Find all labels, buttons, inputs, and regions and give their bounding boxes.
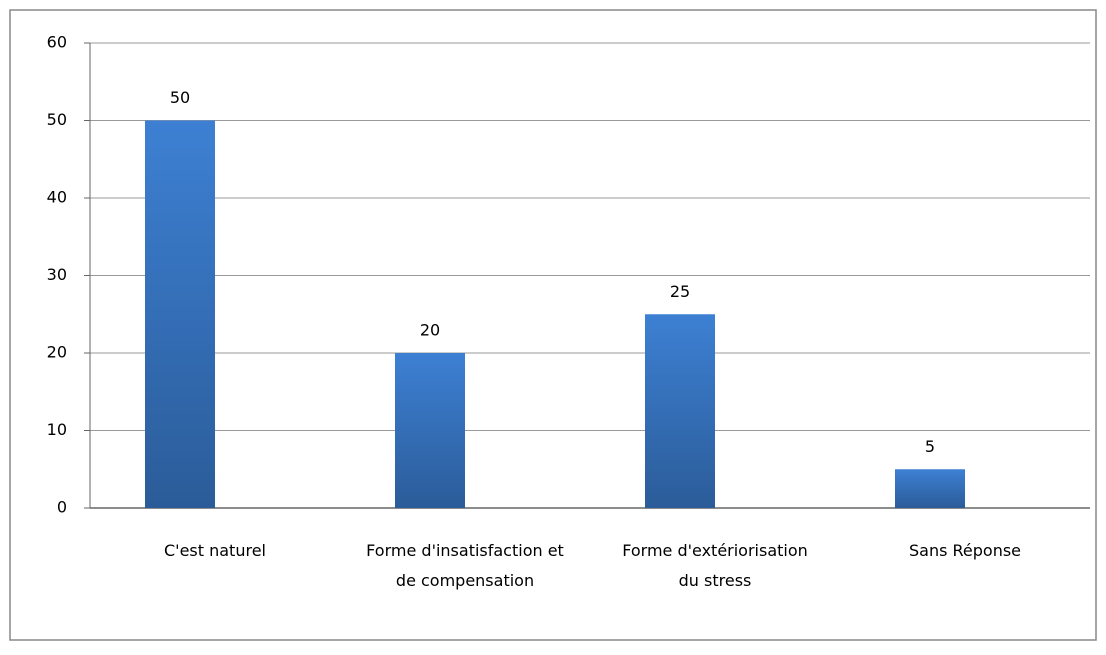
y-tick-label: 10	[47, 420, 67, 439]
bar	[145, 120, 215, 508]
data-label: 50	[170, 88, 190, 107]
bar	[895, 469, 965, 508]
data-label: 25	[670, 282, 690, 301]
bar	[395, 353, 465, 508]
y-tick-label: 20	[47, 343, 67, 362]
y-tick-label: 30	[47, 265, 67, 284]
x-tick-label: Sans Réponse	[908, 541, 1022, 560]
y-tick-label: 50	[47, 110, 67, 129]
x-tick-label: Forme d'extériorisation du stress	[622, 541, 808, 590]
x-tick-label: C'est naturel	[164, 541, 266, 560]
x-tick-label-box: Forme d'insatisfaction et de compensatio…	[366, 541, 564, 590]
y-tick-label: 0	[57, 498, 67, 517]
x-tick-label-box: Forme d'extériorisation du stress	[622, 541, 808, 590]
data-label: 20	[420, 321, 440, 340]
data-label: 5	[925, 437, 935, 456]
x-tick-label-box: C'est naturel	[164, 541, 266, 560]
x-tick-label-box: Sans Réponse	[908, 541, 1022, 560]
y-tick-label: 60	[47, 33, 67, 52]
x-tick-label: Forme d'insatisfaction et de compensatio…	[366, 541, 564, 590]
bar	[645, 314, 715, 508]
y-tick-label: 40	[47, 188, 67, 207]
